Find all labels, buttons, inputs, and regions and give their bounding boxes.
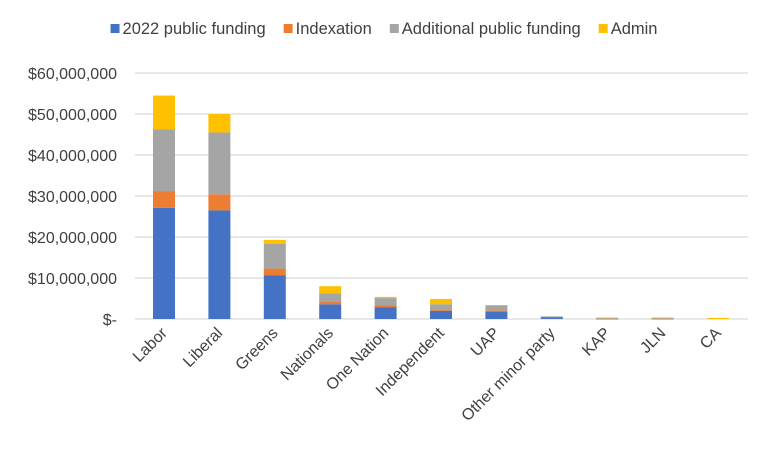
legend: 2022 public funding Indexation Additional … [110,20,658,38]
y-tick-label: $40,000,000 [28,148,117,165]
bar-segment-nationals-2 [319,293,342,302]
bar-segment-one-nation-1 [374,305,397,308]
bar-segment-independent-3 [430,298,452,305]
y-tick-label: $20,000,000 [28,230,117,247]
x-tick-label: Other minor party [459,325,559,425]
bar-segment-labor-2 [153,129,175,192]
legend-swatch [110,24,120,33]
bar-segment-greens-3 [263,239,286,244]
legend-swatch [598,24,608,33]
y-tick-label: $50,000,000 [28,107,117,124]
bar-segment-nationals-3 [319,286,342,294]
bar-segment-ca-3 [707,317,729,319]
bar-segment-uap-0 [485,311,508,319]
y-tick-label: $10,000,000 [28,271,117,288]
bar-segment-labor-3 [153,95,175,130]
bar-segment-other-minor-party-2 [540,316,563,317]
legend-label: Admin [611,20,658,38]
y-tick-label: $60,000,000 [28,66,117,83]
bar-segment-kap-3 [596,317,619,319]
bar-segment-uap-1 [485,310,508,312]
bar-segment-one-nation-0 [374,307,397,319]
y-tick-label: $30,000,000 [28,189,117,206]
legend-label: Additional public funding [402,20,581,38]
bar-segment-liberal-0 [208,210,231,319]
bar-segment-jln-2 [651,317,674,319]
bar-segment-labor-1 [153,191,175,208]
bar-segment-jln-1 [651,318,674,320]
x-tick-label: CA [697,325,725,353]
bar-segment-uap-2 [485,305,508,311]
bar-segment-uap-3 [485,305,508,306]
bar-segment-independent-1 [430,309,452,311]
bar-segment-liberal-1 [208,194,231,211]
bar-segment-other-minor-party-0 [540,317,563,319]
bar-segment-jln-3 [651,317,674,319]
x-tick-label: Liberal [180,325,226,371]
bar-segment-liberal-2 [208,132,231,195]
x-tick-label: KAP [579,325,614,360]
bar-segment-one-nation-2 [374,298,397,306]
bar-segment-other-minor-party-1 [540,316,563,318]
bar-segment-nationals-0 [319,304,342,319]
bar-segment-kap-1 [596,318,619,320]
legend-label: Indexation [296,20,372,38]
bar-segment-independent-2 [430,304,452,310]
bar-segment-kap-2 [596,317,619,319]
bar-segment-greens-0 [263,275,286,319]
bar-segment-labor-0 [153,207,175,319]
bar-segment-greens-2 [263,243,286,269]
legend-swatch [389,24,399,33]
bar-segment-greens-1 [263,268,286,276]
y-tick-label: $- [103,312,117,329]
bar-segment-independent-0 [430,310,452,319]
x-tick-label: Nationals [278,325,337,384]
x-tick-label: JLN [637,325,669,357]
bar-segment-one-nation-3 [374,296,397,299]
legend-swatch [283,24,293,33]
bar-segment-liberal-3 [208,114,231,133]
legend-label: 2022 public funding [123,20,266,38]
bar-segment-nationals-1 [319,301,342,305]
x-tick-label: Greens [233,325,282,374]
x-tick-label: Labor [130,324,171,365]
x-tick-label: UAP [468,325,503,360]
